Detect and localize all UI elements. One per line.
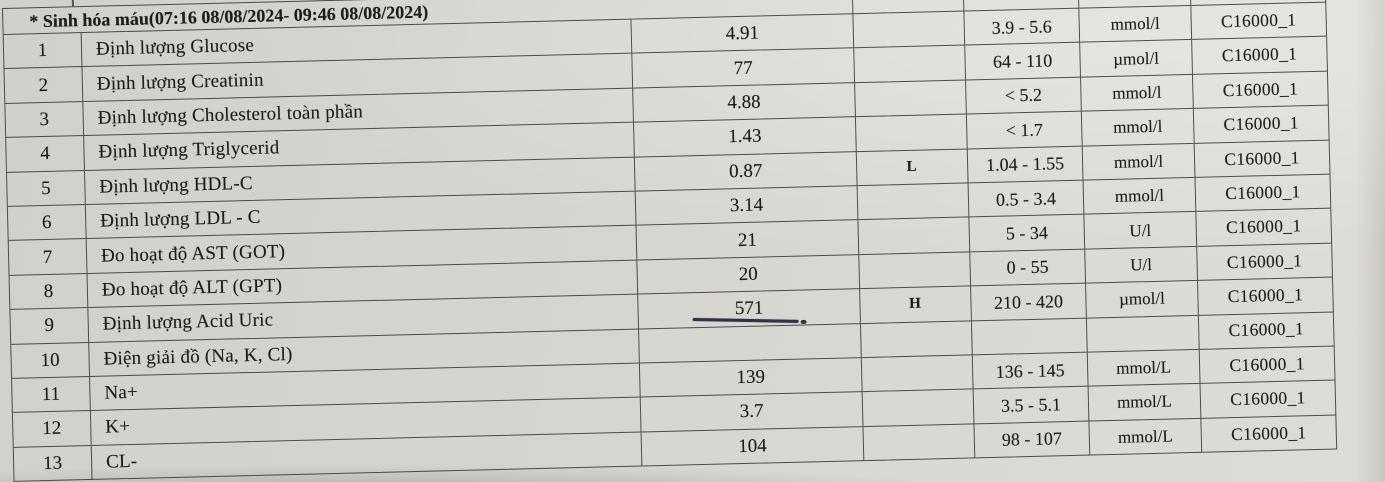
- row-number-cell: 12: [12, 411, 92, 448]
- unit-cell: µmol/l: [1080, 40, 1193, 78]
- range-cell: 3.9 - 5.6: [964, 8, 1081, 46]
- result-cell: 3.14: [635, 186, 859, 226]
- range-cell: 0.5 - 3.4: [968, 180, 1085, 218]
- flag-cell: [861, 355, 974, 393]
- code-cell: C16000_1: [1199, 346, 1336, 385]
- flag-cell: [854, 45, 967, 83]
- result-cell: 571: [638, 289, 861, 330]
- row-number-cell: 6: [7, 204, 87, 242]
- result-cell: [639, 323, 862, 364]
- code-cell: C16000_1: [1195, 174, 1332, 213]
- result-cell: 20: [637, 254, 861, 295]
- range-cell: 64 - 110: [965, 43, 1082, 81]
- row-number-cell: 2: [4, 67, 84, 104]
- unit-cell: mmol/L: [1088, 384, 1202, 422]
- unit-cell: µmol/l: [1086, 280, 1199, 319]
- unit-cell: [1086, 315, 1200, 353]
- unit-cell: mmol/L: [1089, 418, 1203, 456]
- result-cell: 21: [636, 220, 860, 261]
- code-cell: C16000_1: [1192, 71, 1329, 110]
- unit-cell: mmol/l: [1081, 74, 1194, 112]
- unit-cell: mmol/l: [1079, 5, 1193, 44]
- previous-table-line-remnant: [71, 0, 74, 7]
- row-number-cell: 11: [12, 376, 91, 414]
- code-cell: C16000_1: [1194, 140, 1331, 178]
- row-number-cell: 7: [8, 239, 88, 276]
- row-number-cell: 1: [3, 33, 83, 70]
- result-cell: 1.43: [633, 117, 857, 158]
- flag-cell: [862, 389, 975, 427]
- row-number-cell: 9: [10, 308, 90, 345]
- range-cell: 3.5 - 5.1: [973, 386, 1090, 425]
- code-cell: C16000_1: [1192, 37, 1328, 75]
- flag-cell: [855, 80, 967, 118]
- scan-skew-wrapper: * Sinh hóa máu(07:16 08/08/2024- 09:46 0…: [2, 0, 1338, 482]
- flag-cell: [855, 114, 968, 152]
- result-cell: 0.87: [634, 151, 858, 192]
- pen-underline-mark: [692, 317, 799, 323]
- code-cell: C16000_1: [1198, 312, 1335, 350]
- unit-cell: U/l: [1084, 212, 1198, 250]
- flag-cell: [863, 424, 976, 462]
- lab-results-table: * Sinh hóa máu(07:16 08/08/2024- 09:46 0…: [2, 0, 1338, 482]
- flag-cell: [857, 183, 970, 221]
- code-cell: C16000_1: [1193, 105, 1330, 144]
- result-cell: 4.88: [633, 82, 856, 123]
- flag-cell: [858, 217, 971, 255]
- result-cell: 104: [641, 426, 865, 467]
- range-cell: 5 - 34: [969, 214, 1086, 253]
- unit-cell: U/l: [1085, 246, 1199, 284]
- code-cell: C16000_1: [1191, 2, 1328, 41]
- flag-cell: [853, 11, 966, 49]
- result-cell: 3.7: [640, 392, 864, 433]
- result-cell: 139: [639, 358, 863, 398]
- range-cell: 136 - 145: [972, 352, 1089, 390]
- range-cell: < 1.7: [966, 111, 1083, 150]
- flag-cell: [860, 320, 973, 359]
- range-cell: 210 - 420: [971, 283, 1087, 321]
- row-number-cell: 3: [5, 101, 85, 139]
- code-cell: C16000_1: [1196, 208, 1333, 247]
- unit-cell: mmol/l: [1083, 177, 1197, 215]
- flag-cell: L: [856, 149, 969, 187]
- unit-cell: mmol/l: [1081, 109, 1195, 147]
- flag-cell: H: [860, 286, 972, 324]
- result-cell: 4.91: [631, 14, 855, 55]
- flag-cell: [859, 252, 972, 290]
- row-number-cell: 5: [7, 170, 86, 207]
- code-cell: C16000_1: [1201, 415, 1338, 453]
- row-number-cell: 10: [11, 342, 91, 379]
- range-cell: 1.04 - 1.55: [967, 146, 1084, 184]
- result-cell: 77: [632, 48, 856, 89]
- row-number-cell: 8: [9, 273, 89, 311]
- code-cell: C16000_1: [1198, 277, 1334, 316]
- row-number-cell: 13: [13, 445, 93, 482]
- range-cell: < 5.2: [966, 77, 1082, 115]
- unit-cell: mmol/l: [1082, 143, 1196, 181]
- range-cell: 98 - 107: [974, 421, 1091, 459]
- unit-cell: mmol/L: [1087, 349, 1201, 387]
- code-cell: C16000_1: [1200, 380, 1337, 419]
- code-cell: C16000_1: [1197, 243, 1333, 281]
- range-cell: [971, 318, 1088, 356]
- row-number-cell: 4: [6, 136, 85, 173]
- range-cell: 0 - 55: [970, 249, 1087, 287]
